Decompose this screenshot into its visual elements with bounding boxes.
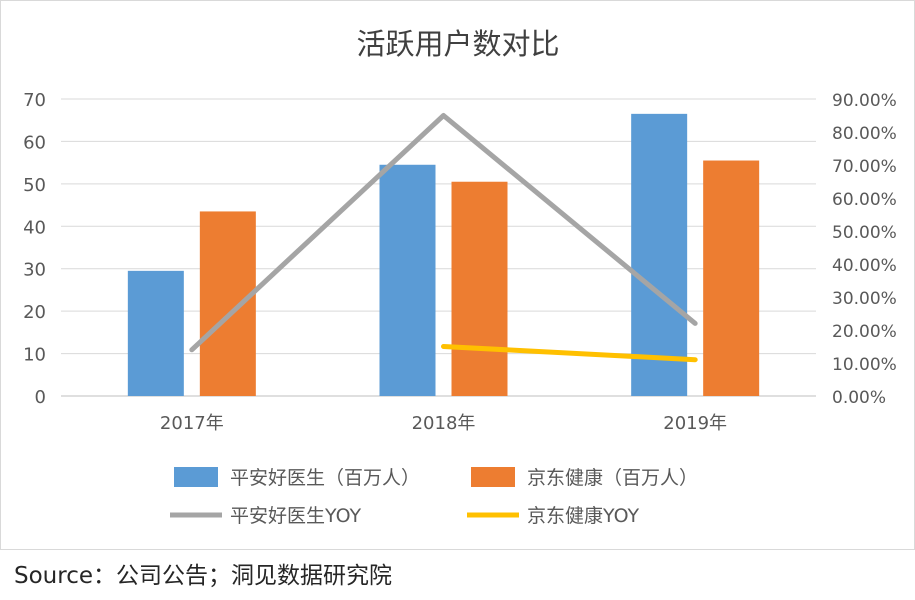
- legend-swatch: [471, 467, 515, 487]
- bar-series: [127, 113, 760, 396]
- series-line: [189, 113, 698, 353]
- right-tick-label: 60.00%: [832, 190, 897, 210]
- x-axis: 2017年 2018年 2019年: [160, 413, 727, 434]
- left-tick-label: 10: [23, 345, 46, 366]
- legend: 平安好医生（百万人） 京东健康（百万人） 平安好医生YOY 京东健康YOY: [170, 467, 698, 527]
- bar: [451, 181, 508, 396]
- series-line: [441, 344, 698, 363]
- combo-chart: 活跃用户数对比 0 10 20 30 40 50 60 70 0.00% 10.00% 20.00…: [23, 27, 897, 527]
- legend-swatch: [174, 467, 218, 487]
- legend-label: 京东健康YOY: [527, 505, 639, 527]
- left-tick-label: 60: [23, 132, 46, 153]
- bar: [199, 211, 256, 396]
- left-tick-label: 50: [23, 175, 46, 196]
- chart-title: 活跃用户数对比: [356, 27, 559, 61]
- right-axis: 0.00% 10.00% 20.00% 30.00% 40.00% 50.00% 60.00…: [832, 91, 897, 408]
- left-tick-label: 0: [35, 387, 46, 408]
- left-axis: 0 10 20 30 40 50 60 70: [23, 90, 46, 408]
- left-tick-label: 40: [23, 217, 46, 238]
- left-tick-label: 20: [23, 302, 46, 323]
- right-tick-label: 50.00%: [832, 223, 897, 243]
- legend-label: 京东健康（百万人）: [527, 467, 698, 489]
- gridlines: [61, 98, 816, 397]
- right-tick-label: 40.00%: [832, 256, 897, 276]
- legend-label: 平安好医生（百万人）: [230, 467, 420, 489]
- x-tick-label: 2018年: [412, 413, 476, 434]
- chart-frame: 活跃用户数对比 0 10 20 30 40 50 60 70 0.00% 10.00% 20.00…: [0, 0, 915, 550]
- source-note: Source：公司公告；洞见数据研究院: [14, 563, 392, 589]
- right-tick-label: 70.00%: [832, 157, 897, 177]
- left-tick-label: 30: [23, 260, 46, 281]
- right-tick-label: 10.00%: [832, 355, 897, 375]
- legend-label: 平安好医生YOY: [230, 505, 361, 527]
- bar: [703, 160, 760, 396]
- bar: [379, 164, 436, 396]
- bar: [127, 270, 184, 396]
- x-tick-label: 2017年: [160, 413, 224, 434]
- right-tick-label: 20.00%: [832, 322, 897, 342]
- right-tick-label: 80.00%: [832, 124, 897, 144]
- left-tick-label: 70: [23, 90, 46, 111]
- x-tick-label: 2019年: [663, 413, 727, 434]
- right-tick-label: 0.00%: [832, 388, 886, 408]
- line-series: [189, 113, 698, 363]
- right-tick-label: 90.00%: [832, 91, 897, 111]
- bar: [631, 113, 688, 396]
- right-tick-label: 30.00%: [832, 289, 897, 309]
